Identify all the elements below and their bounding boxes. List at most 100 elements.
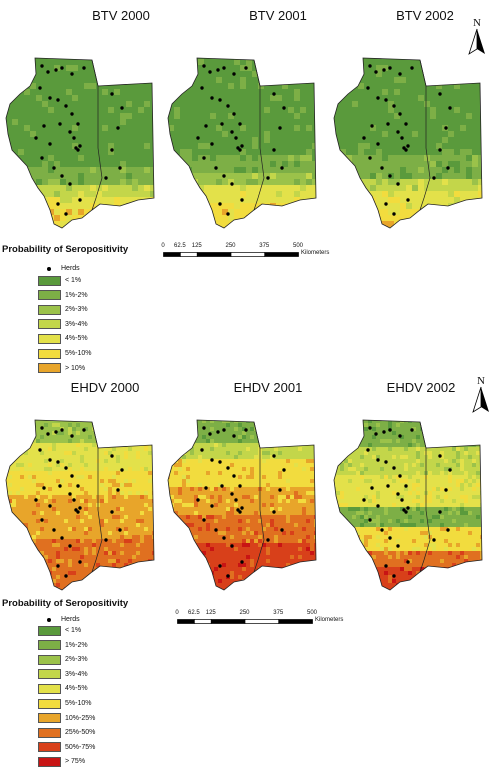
herd-marker <box>368 156 371 159</box>
herd-marker <box>110 510 113 513</box>
herd-marker <box>40 426 43 429</box>
herd-marker <box>56 98 59 101</box>
map-btv-2001 <box>162 28 327 233</box>
herd-marker <box>438 92 441 95</box>
herd-marker <box>54 430 57 433</box>
choropleth-surface <box>328 53 491 233</box>
herd-marker <box>40 518 43 521</box>
legend-herds-label: Herds <box>61 616 80 623</box>
herd-marker <box>58 122 61 125</box>
herd-marker <box>104 176 107 179</box>
herd-marker <box>392 104 395 107</box>
herd-marker <box>60 66 63 69</box>
scale-unit-label: Kilometers <box>301 250 329 256</box>
legend-label: > 10% <box>65 365 85 372</box>
herd-marker <box>374 432 377 435</box>
legend-label: 3%-4% <box>65 671 88 678</box>
herd-marker <box>240 560 243 563</box>
herd-marker <box>116 126 119 129</box>
herd-marker <box>110 454 113 457</box>
herd-marker <box>196 498 199 501</box>
herd-marker <box>78 560 81 563</box>
herd-marker <box>42 124 45 127</box>
herd-marker <box>232 434 235 437</box>
herd-marker <box>244 428 247 431</box>
herd-marker <box>238 122 241 125</box>
scale-tick-label: 0 <box>175 610 178 616</box>
herd-marker <box>56 202 59 205</box>
herd-marker <box>202 64 205 67</box>
herd-marker <box>404 510 407 513</box>
herd-marker <box>448 468 451 471</box>
herd-marker <box>266 176 269 179</box>
herd-marker <box>398 474 401 477</box>
legend-item: 25%-50% <box>38 727 95 738</box>
herd-marker <box>382 430 385 433</box>
herd-marker <box>110 148 113 151</box>
herd-marker <box>272 454 275 457</box>
herd-marker <box>78 198 81 201</box>
herd-marker <box>438 454 441 457</box>
herd-marker <box>398 434 401 437</box>
herd-marker <box>396 130 399 133</box>
herd-marker <box>82 428 85 431</box>
herd-marker <box>400 498 403 501</box>
legend-label: 1%-2% <box>65 292 88 299</box>
herd-marker <box>40 156 43 159</box>
legend-swatch <box>38 757 61 767</box>
legend-label: 5%-10% <box>65 350 91 357</box>
herd-marker <box>232 112 235 115</box>
herd-marker <box>68 130 71 133</box>
herd-marker <box>380 166 383 169</box>
choropleth-surface <box>0 415 161 595</box>
herd-marker <box>120 468 123 471</box>
legend-label: 10%-25% <box>65 715 95 722</box>
herd-marker <box>210 504 213 507</box>
herd-marker <box>52 166 55 169</box>
herd-marker <box>404 122 407 125</box>
herd-marker <box>240 506 243 509</box>
choropleth-surface <box>328 415 489 595</box>
scale-segment <box>180 253 197 257</box>
herd-marker <box>82 66 85 69</box>
herd-marker <box>200 86 203 89</box>
herd-marker <box>58 484 61 487</box>
herd-marker <box>446 528 449 531</box>
herd-marker <box>218 564 221 567</box>
legend-label: 25%-50% <box>65 729 95 736</box>
legend-swatch <box>38 640 61 650</box>
north-arrow-icon: N <box>470 376 492 416</box>
herd-marker <box>368 426 371 429</box>
herd-marker <box>444 488 447 491</box>
herd-marker <box>226 574 229 577</box>
herd-marker <box>382 68 385 71</box>
herd-marker <box>64 574 67 577</box>
legend-item: 2%-3% <box>38 304 88 315</box>
herd-marker <box>388 174 391 177</box>
herd-marker <box>234 136 237 139</box>
herd-marker <box>220 122 223 125</box>
legend-label: 50%-75% <box>65 744 95 751</box>
legend-swatch <box>38 728 61 738</box>
herd-marker <box>232 72 235 75</box>
herd-marker <box>384 98 387 101</box>
herd-marker <box>272 510 275 513</box>
herd-marker <box>204 124 207 127</box>
herd-marker <box>272 92 275 95</box>
scale-segment <box>245 620 279 624</box>
legend-item: 5%-10% <box>38 698 91 709</box>
herd-marker <box>238 510 241 513</box>
herd-marker <box>210 142 213 145</box>
herd-marker <box>222 428 225 431</box>
herd-marker <box>396 544 399 547</box>
legend-herds-label: Herds <box>61 265 80 272</box>
herd-marker <box>370 124 373 127</box>
herd-marker <box>240 144 243 147</box>
herd-marker <box>70 474 73 477</box>
herd-marker <box>118 166 121 169</box>
herd-marker <box>438 148 441 151</box>
herd-marker <box>388 66 391 69</box>
scale-unit-label: Kilometers <box>315 617 343 623</box>
legend-swatch <box>38 626 61 636</box>
